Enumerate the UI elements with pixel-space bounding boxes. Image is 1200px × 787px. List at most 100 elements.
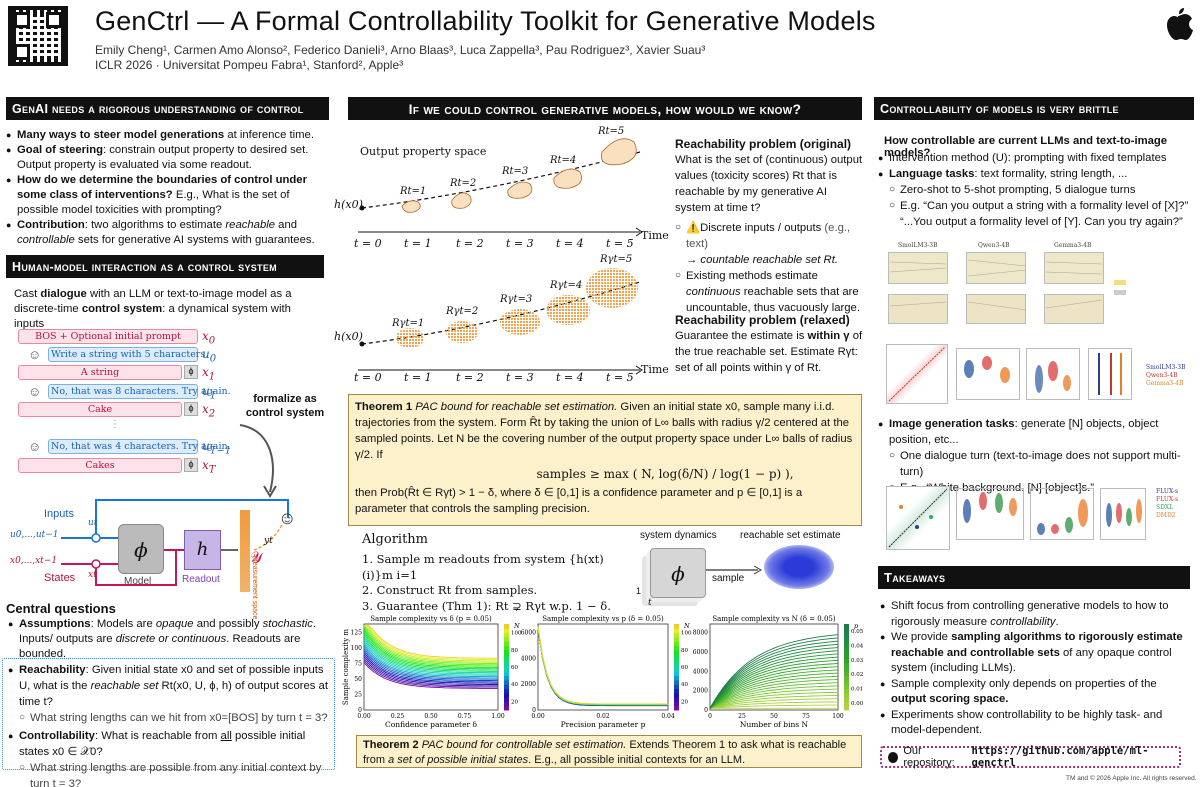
repo-link[interactable]: https://github.com/apple/ml-genctrl — [971, 745, 1149, 769]
takeaway-bullets: Shift focus from controlling generative … — [880, 599, 1192, 739]
sub-bullet: Existing methods estimate continuous rea… — [675, 268, 865, 316]
central-questions-title: Central questions — [6, 601, 116, 616]
violin-thumb — [1088, 348, 1132, 400]
measurement-label: Measurement space — [251, 556, 258, 620]
x-tick-label: 100 — [832, 713, 844, 720]
colorbar-cell — [504, 684, 509, 689]
x-axis-label: Number of bins N — [740, 720, 809, 729]
reachable-set-plot — [358, 138, 643, 237]
colorbar-cell — [844, 705, 849, 711]
x-tick-label: 25 — [738, 713, 746, 720]
colorbar-cell — [844, 692, 849, 698]
colorbar-cell — [504, 701, 509, 707]
series-line — [709, 659, 839, 709]
chip-user-3: No, that was 4 characters. Try again. — [48, 439, 231, 454]
series-line — [709, 666, 839, 709]
sub-bullet: E.g. “Can you output a string with a for… — [889, 198, 1194, 230]
colorbar-tick: 40 — [681, 682, 688, 688]
series-line — [363, 643, 498, 678]
colorbar-tick: 80 — [511, 648, 518, 654]
colorbar-label: N — [683, 622, 690, 630]
bullet: Contribution: two algorithms to estimate… — [6, 218, 329, 248]
series-line — [709, 672, 839, 709]
colorbar-cell — [674, 705, 679, 711]
x-tick-label: 0.00 — [357, 713, 371, 720]
yt-label: yt — [264, 536, 273, 546]
algorithm-step: 1. Sample m readouts from system {h(xt)(… — [362, 552, 604, 582]
colorbar-tick: 100 — [511, 631, 522, 637]
series-line — [709, 691, 839, 709]
system-dynamics-label: system dynamics — [640, 530, 717, 541]
series-line — [363, 629, 499, 668]
series-line — [709, 637, 839, 709]
scatter-thumb — [886, 344, 948, 404]
central-questions-assumptions: Assumptions: Models are opaque and possi… — [8, 617, 328, 662]
reachable-set-estimate-label: reachable set estimate — [740, 530, 841, 541]
readout-label: Readout — [182, 574, 220, 585]
series-line — [709, 695, 839, 709]
poster-title: GenCtrl — A Formal Controllability Toolk… — [95, 6, 876, 36]
colorbar-cell — [674, 671, 679, 677]
colorbar-cell — [504, 632, 509, 638]
colorbar-cell — [844, 701, 849, 707]
model-icon: ϕ — [184, 402, 198, 416]
model-label: Model — [124, 576, 152, 587]
reachable-estimate-blob — [764, 545, 834, 589]
legend-entry: Gemma3-4B — [1146, 380, 1184, 387]
y-tick-label: 4000 — [521, 655, 536, 662]
algorithm-title: Algorithm — [362, 532, 428, 547]
rglabel: Rγt=4 — [550, 280, 583, 291]
y-tick-label: 100 — [351, 645, 363, 652]
thumb — [1044, 252, 1104, 284]
image-bullets: Image generation tasks: generate [N] obj… — [878, 416, 1194, 496]
algorithm-steps: 1. Sample m readouts from system {h(xt)(… — [362, 552, 632, 614]
series-line — [709, 656, 839, 709]
colorbar-cell — [504, 649, 509, 655]
colorbar-cell — [504, 675, 509, 681]
legend-entry: SmolLM3-3B — [1146, 364, 1186, 371]
xt-label: xt — [88, 570, 97, 580]
language-bullets: Intervention method (U): prompting with … — [878, 150, 1194, 230]
algorithm-step: 2. Construct Rt from samples. — [362, 583, 538, 597]
rglabel: Rγt=2 — [446, 306, 479, 317]
states-label: States — [44, 572, 76, 584]
x-tick-label: 50 — [770, 713, 778, 720]
hx0-label: h(x0) — [334, 198, 363, 211]
section-heading-center: If we could control generative models, h… — [348, 97, 862, 120]
github-icon — [888, 751, 899, 763]
reachability-relaxed: Reachability problem (relaxed) Guarantee… — [675, 313, 863, 374]
series-line — [363, 650, 498, 682]
ellipsis: ⋮ — [110, 419, 120, 430]
x-tick-label: 0.75 — [458, 713, 472, 720]
colorbar-cell — [504, 667, 509, 672]
violin-thumb — [1026, 348, 1080, 400]
sample-label: sample — [712, 573, 745, 584]
legend-entry: SDXL — [1156, 504, 1174, 511]
dialogue-diagram: BOS + Optional initial prompt x0 ☺ Write… — [14, 327, 334, 485]
chart-title: Sample complexity vs p (δ = 0.05) — [542, 615, 664, 623]
user-icon: ☺ — [28, 384, 42, 399]
series-line — [363, 625, 498, 662]
y-tick-label: 75 — [354, 661, 362, 668]
y-tick-label: 0 — [358, 707, 362, 714]
x-tick-label: 0.02 — [596, 713, 610, 720]
var-x0: x0 — [202, 329, 216, 347]
bullet: Reachability: Given initial state x0 and… — [8, 662, 330, 726]
apple-logo — [1167, 8, 1193, 40]
bullet: Image generation tasks: generate [N] obj… — [878, 416, 1194, 496]
colorbar-cell — [674, 662, 679, 668]
colorbar-cell — [504, 654, 509, 659]
tick-labels-2: t = 0 t = 1 t = 2 t = 3 t = 4 t = 5 — [354, 371, 634, 384]
colorbar-tick: 20 — [511, 699, 518, 705]
series-line — [709, 698, 838, 709]
var-uT-1: uT−1 — [202, 439, 232, 457]
bullet: Shift focus from controlling generative … — [880, 599, 1192, 630]
series-line — [363, 656, 498, 685]
thumb — [966, 252, 1026, 284]
series-line — [363, 654, 498, 684]
copyright: TM and © 2026 Apple Inc. All rights rese… — [1066, 775, 1197, 782]
model-icon: ϕ — [184, 458, 198, 472]
bullet: Controllability: What is reachable from … — [8, 728, 330, 787]
rglabel: Rγt=5 — [600, 254, 633, 265]
thumb — [888, 252, 948, 284]
